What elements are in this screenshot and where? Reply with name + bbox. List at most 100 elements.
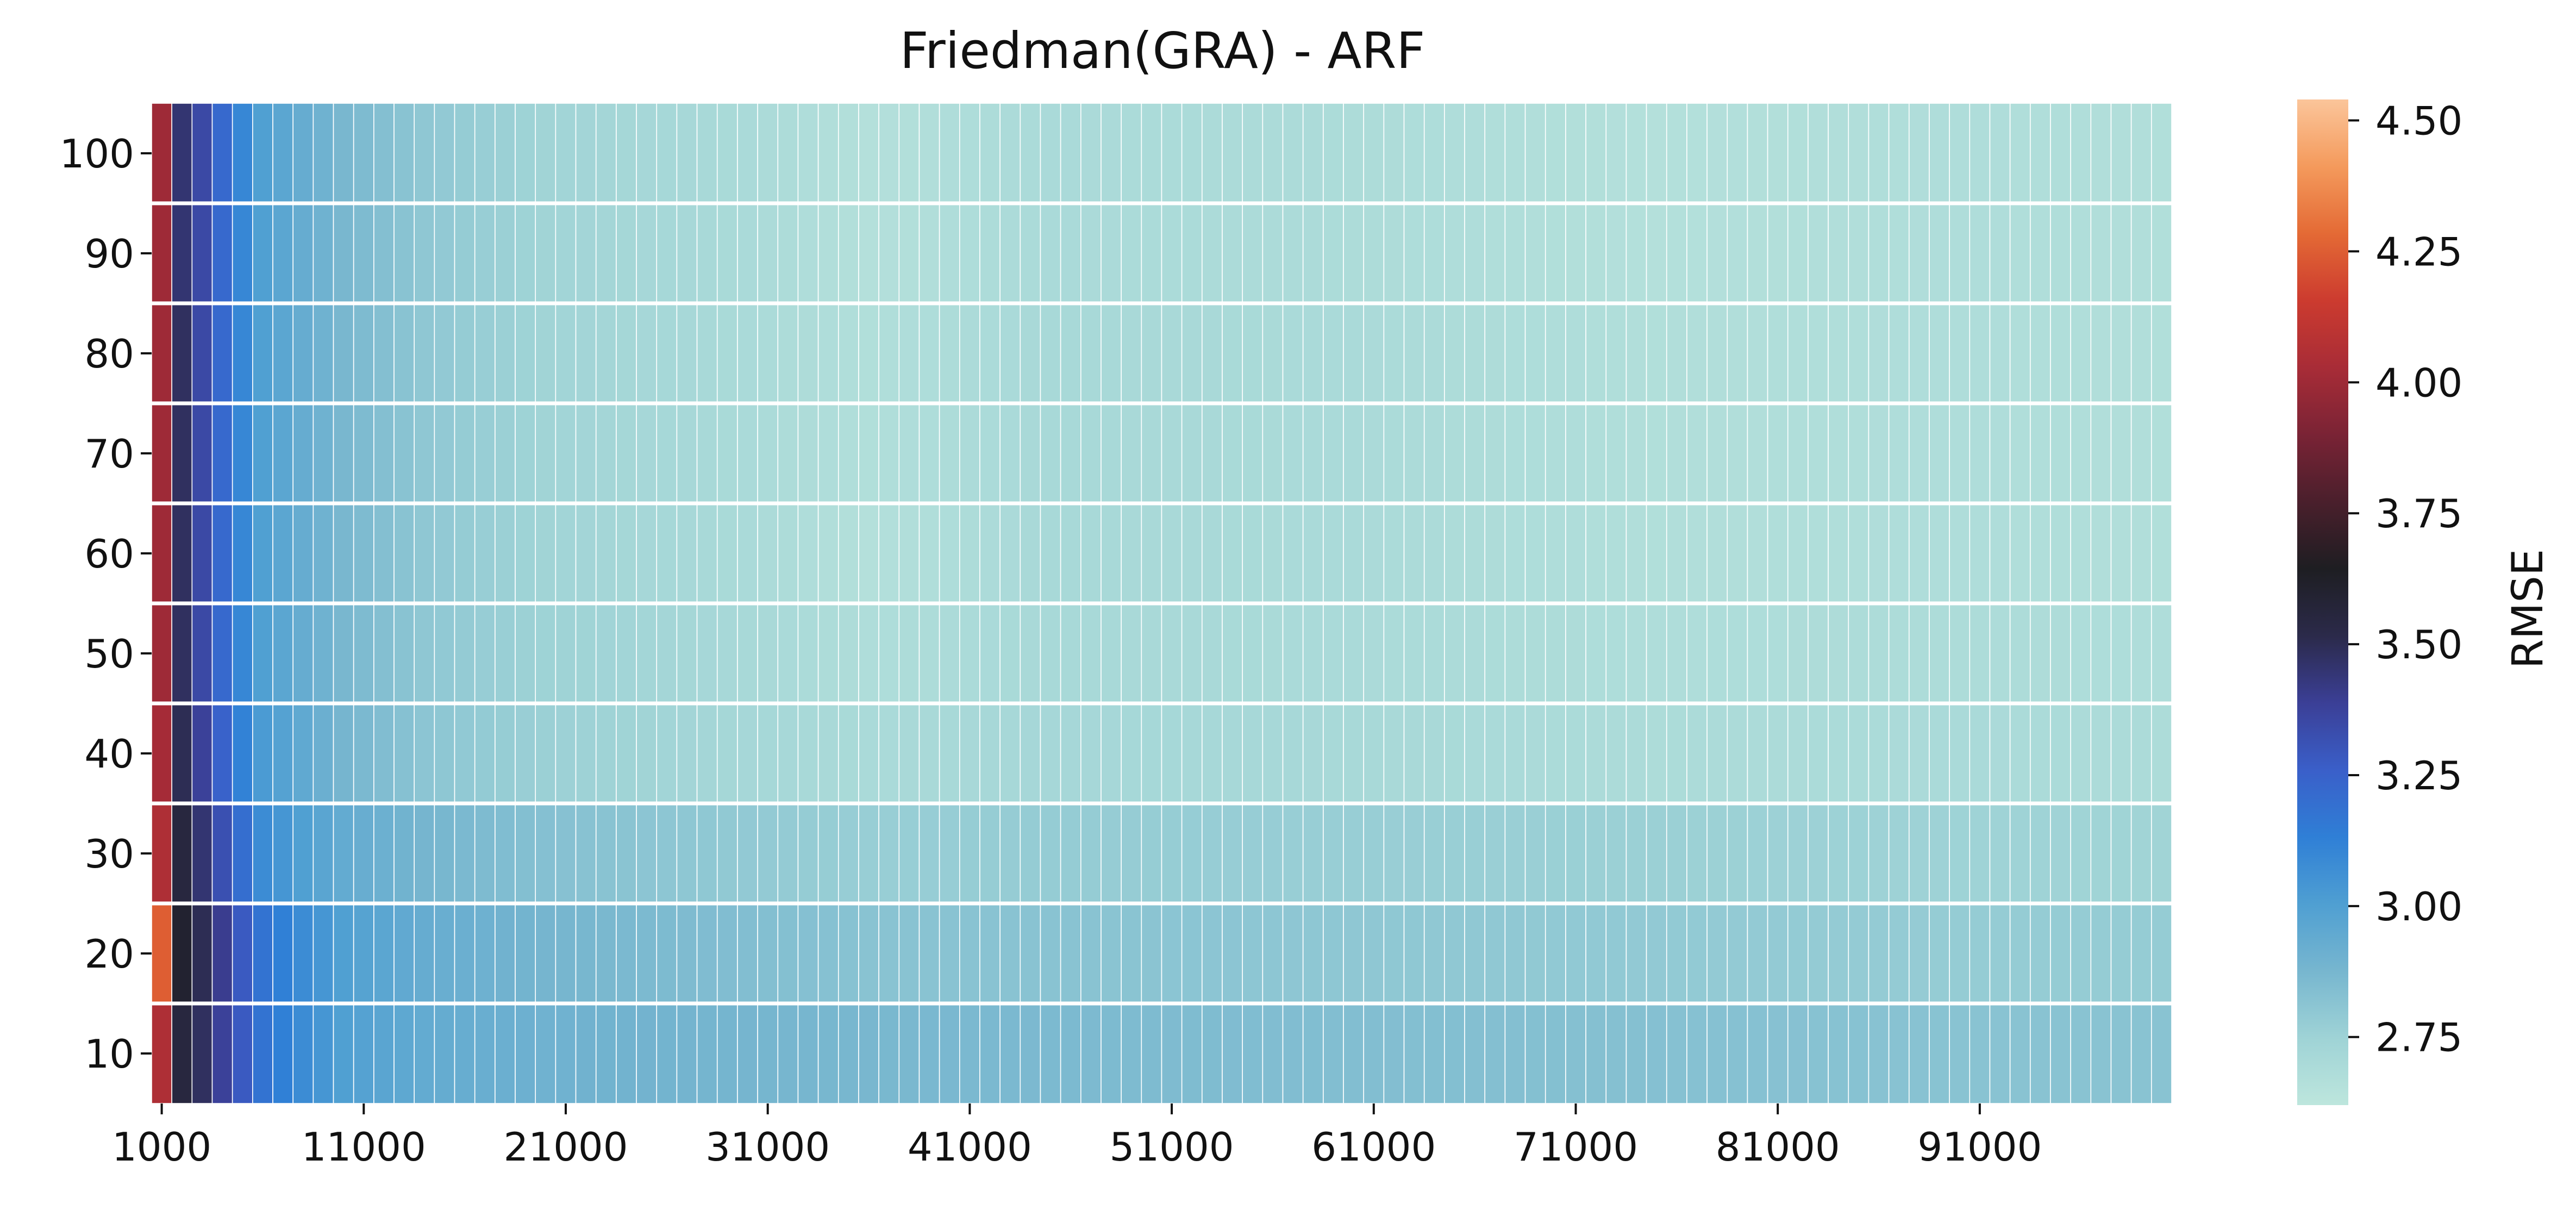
heatmap-cell	[1949, 1003, 1971, 1104]
heatmap-cell	[1080, 703, 1102, 804]
heatmap-cell	[1565, 303, 1586, 404]
heatmap-cell	[1808, 203, 1829, 304]
heatmap-cell	[595, 603, 617, 704]
heatmap-cell	[1383, 403, 1405, 504]
heatmap-cell	[1787, 103, 1809, 204]
heatmap-cell	[535, 903, 557, 1004]
heatmap-cell	[393, 503, 415, 604]
heatmap-cell	[2070, 403, 2092, 504]
x-tick-label: 31000	[705, 1124, 830, 1170]
heatmap-cell	[454, 403, 476, 504]
heatmap-cell	[2009, 1003, 2031, 1104]
heatmap-cell	[777, 603, 799, 704]
heatmap-cell	[2090, 1003, 2112, 1104]
heatmap-cell	[939, 203, 960, 304]
heatmap-cell	[1969, 1003, 1991, 1104]
heatmap-cell	[1625, 903, 1647, 1004]
y-tick-label: 80	[84, 331, 134, 377]
heatmap-cell	[1565, 503, 1586, 604]
heatmap-cell	[1181, 303, 1203, 404]
heatmap-cell	[716, 803, 738, 904]
heatmap-cell	[474, 803, 496, 904]
heatmap-cell	[1343, 903, 1365, 1004]
heatmap-cell	[1787, 203, 1809, 304]
heatmap-cell	[555, 503, 577, 604]
heatmap-cell	[1363, 303, 1385, 404]
heatmap-cell	[454, 703, 476, 804]
heatmap-cell	[656, 103, 678, 204]
heatmap-cell	[535, 503, 557, 604]
heatmap-cell	[737, 403, 758, 504]
heatmap-cell	[1080, 403, 1102, 504]
colorbar-tick-label: 4.50	[2375, 98, 2462, 144]
heatmap-cell	[636, 603, 658, 704]
heatmap-cell	[1363, 1003, 1385, 1104]
heatmap-cell	[1605, 603, 1627, 704]
heatmap-cell	[2009, 403, 2031, 504]
heatmap-cell	[474, 603, 496, 704]
heatmap-cell	[959, 403, 980, 504]
heatmap-cell	[636, 1003, 658, 1104]
heatmap-cell	[1767, 803, 1789, 904]
heatmap-cell	[1767, 703, 1789, 804]
heatmap-cell	[636, 203, 658, 304]
heatmap-cell	[1101, 103, 1122, 204]
heatmap-cell	[1464, 303, 1486, 404]
heatmap-cell	[676, 503, 698, 604]
heatmap-cell	[151, 403, 172, 504]
heatmap-cell	[1343, 503, 1365, 604]
heatmap-cell	[1727, 503, 1748, 604]
heatmap-cell	[171, 303, 193, 404]
heatmap-cell	[2110, 503, 2132, 604]
heatmap-cell	[777, 903, 799, 1004]
heatmap-cell	[918, 803, 940, 904]
heatmap-cell	[1444, 203, 1465, 304]
colorbar-label: RMSE	[2504, 549, 2553, 669]
heatmap-cell	[252, 203, 273, 304]
heatmap-cell	[1787, 703, 1809, 804]
heatmap-cell	[1302, 303, 1324, 404]
heatmap-cell	[1908, 603, 1930, 704]
heatmap-cell	[1141, 703, 1162, 804]
heatmap-cell	[2070, 703, 2092, 804]
heatmap-cell	[1706, 503, 1728, 604]
heatmap-cell	[1403, 803, 1425, 904]
heatmap-cell	[353, 303, 374, 404]
heatmap-cell	[616, 803, 637, 904]
heatmap-cell	[454, 903, 476, 1004]
heatmap-cell	[2090, 603, 2112, 704]
heatmap-cell	[1161, 803, 1183, 904]
heatmap-cell	[555, 1003, 577, 1104]
heatmap-cell	[1202, 903, 1223, 1004]
heatmap-cell	[1686, 703, 1708, 804]
heatmap-cell	[1625, 503, 1647, 604]
heatmap-cell	[1363, 703, 1385, 804]
heatmap-cell	[373, 1003, 395, 1104]
heatmap-cell	[414, 503, 435, 604]
heatmap-cell	[495, 503, 516, 604]
heatmap-cell	[1747, 603, 1768, 704]
y-tick-label: 30	[84, 831, 134, 877]
heatmap-cell	[1161, 103, 1183, 204]
heatmap-cell	[1080, 203, 1102, 304]
heatmap-cell	[1828, 903, 1849, 1004]
heatmap-cell	[353, 603, 374, 704]
heatmap-cell	[1848, 803, 1870, 904]
heatmap-cell	[535, 403, 557, 504]
heatmap-cell	[1242, 1003, 1264, 1104]
heatmap-cell	[1222, 903, 1243, 1004]
x-tick-label: 91000	[1917, 1124, 2042, 1170]
heatmap-cell	[1444, 303, 1465, 404]
heatmap-cell	[1625, 703, 1647, 804]
heatmap-cell	[535, 303, 557, 404]
heatmap-cell	[414, 303, 435, 404]
x-tick-label: 81000	[1716, 1124, 1840, 1170]
heatmap-cell	[1121, 303, 1142, 404]
heatmap-cell	[837, 903, 859, 1004]
heatmap-cell	[1383, 1003, 1405, 1104]
heatmap-cell	[1444, 803, 1465, 904]
heatmap-cell	[716, 603, 738, 704]
heatmap-cell	[333, 303, 354, 404]
heatmap-cell	[2151, 603, 2172, 704]
heatmap-cell	[858, 103, 879, 204]
